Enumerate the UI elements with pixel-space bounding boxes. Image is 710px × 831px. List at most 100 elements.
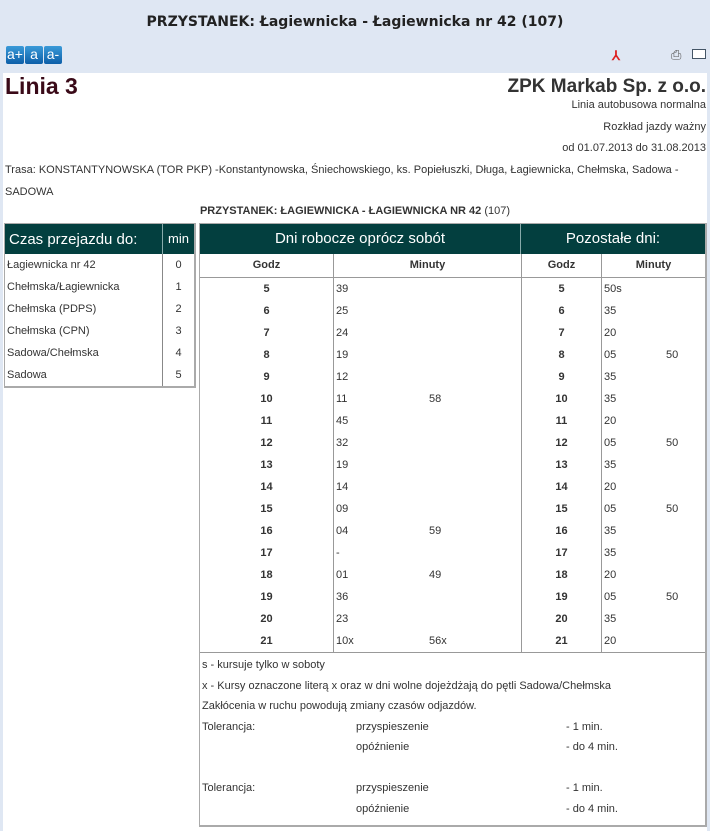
font-size-controls: a+ a a- xyxy=(6,46,62,64)
weekday-hour: 8 xyxy=(263,349,270,361)
departure-minute: 25 xyxy=(336,305,349,317)
weekday-minutes: 04 59 xyxy=(333,520,521,542)
timetable-row: 13 19 13 35 xyxy=(200,454,705,476)
timetable-row: 21 10x 56x 21 20 xyxy=(200,630,705,652)
travel-row: Chełmska (PDPS) 2 xyxy=(5,298,194,320)
departure-minute: 20 xyxy=(604,569,617,581)
departure-minute: 35 xyxy=(604,547,617,559)
tolerance-row: opóźnienie - do 4 min. xyxy=(202,737,703,758)
weekday-minutes: 25 xyxy=(333,300,521,322)
timetable: Dni robocze oprócz sobót Pozostałe dni: G… xyxy=(199,223,707,827)
departure-minute: 58 xyxy=(429,393,442,405)
route-text: Trasa: KONSTANTYNOWSKA (TOR PKP) -Konsta… xyxy=(5,164,679,198)
tolerance-cell: Tolerancja: xyxy=(202,782,256,794)
weekday-hour: 15 xyxy=(260,503,273,515)
departure-minute: 09 xyxy=(336,503,349,515)
tolerance-row xyxy=(202,758,703,779)
font-normal-button[interactable]: a xyxy=(25,46,43,64)
departure-minute: 20 xyxy=(604,635,617,647)
tolerance-row: Tolerancja: przyspieszenie - 1 min. xyxy=(202,717,703,738)
departure-minute: 35 xyxy=(604,613,617,625)
timetable-row: 8 19 8 05 50 xyxy=(200,344,705,366)
min-header: min xyxy=(162,224,194,254)
weekday-minutes: 19 xyxy=(333,344,521,366)
hour-col-header: Godz xyxy=(521,254,601,277)
notes: s - kursuje tylko w soboty x - Kursy ozn… xyxy=(200,652,705,821)
weekday-minutes: 09 xyxy=(333,498,521,520)
weekday-minutes: 19 xyxy=(333,454,521,476)
other-minutes: 05 50 xyxy=(601,498,705,520)
timetable-row: 17-17 35 xyxy=(200,542,705,564)
departure-minute: 59 xyxy=(429,525,442,537)
minutes-col-header: Minuty xyxy=(601,254,705,277)
tolerance-cell xyxy=(202,799,356,820)
weekday-hour: 11 xyxy=(260,415,273,427)
departure-minute: 50 xyxy=(666,503,679,515)
print-icon[interactable]: ⎙ xyxy=(671,47,682,62)
stop-name: Sadowa xyxy=(7,369,47,381)
departure-minute: 45 xyxy=(336,415,349,427)
weekday-minutes: 45 xyxy=(333,410,521,432)
weekday-minutes: 14 xyxy=(333,476,521,498)
departure-minute: 19 xyxy=(336,349,349,361)
other-minutes: 05 50 xyxy=(601,344,705,366)
departure-minute: 49 xyxy=(429,569,442,581)
departure-minute: 35 xyxy=(604,525,617,537)
departure-minute: 32 xyxy=(336,437,349,449)
departure-minute: 50s xyxy=(604,283,622,295)
page-title: PRZYSTANEK: Łagiewnicka - Łagiewnicka nr… xyxy=(146,14,564,30)
travel-minutes: 0 xyxy=(162,254,194,276)
travel-row: Sadowa/Chełmska 4 xyxy=(5,342,194,364)
tolerance-cell: - do 4 min. xyxy=(566,802,618,815)
departure-minute: 35 xyxy=(604,305,617,317)
weekday-minutes: 01 49 xyxy=(333,564,521,586)
timetable-row: 14 14 14 20 xyxy=(200,476,705,498)
other-minutes: 20 xyxy=(601,322,705,344)
departure-minute: 05 xyxy=(604,437,617,449)
travel-row: Chełmska/Łagiewnicka 1 xyxy=(5,276,194,298)
tolerance-cell: opóźnienie xyxy=(356,741,410,753)
departure-minute: 50 xyxy=(666,349,679,361)
weekday-hour: 10 xyxy=(260,393,273,405)
line-name: Linia 3 xyxy=(5,73,78,99)
stop-name: PRZYSTANEK: ŁAGIEWNICKA - ŁAGIEWNICKA NR… xyxy=(199,205,482,217)
weekday-hour: 19 xyxy=(260,591,273,603)
note: Zakłócenia w ruchu powodują zmiany czasó… xyxy=(202,700,477,712)
departure-minute: 24 xyxy=(336,327,349,339)
other-minutes: 50s xyxy=(601,278,705,300)
timetable-row: 10 11 58 10 35 xyxy=(200,388,705,410)
other-hour: 12 xyxy=(521,432,601,454)
other-minutes: 35 xyxy=(601,388,705,410)
weekday-hour: 6 xyxy=(263,305,270,317)
valid-label: Rozkład jazdy ważny xyxy=(603,121,706,133)
other-hour: 7 xyxy=(521,322,601,344)
travel-minutes: 4 xyxy=(162,342,194,364)
other-hour: 20 xyxy=(521,608,601,630)
departure-minute: 04 xyxy=(336,525,349,537)
travel-time-table: Czas przejazdu do: min Łagiewnicka nr 42 0… xyxy=(4,223,196,388)
departure-minute: 05 xyxy=(604,349,617,361)
timetable-row: 12 32 12 05 50 xyxy=(200,432,705,454)
tolerance-cell: przyspieszenie xyxy=(356,782,429,794)
stop-name: Chełmska (PDPS) xyxy=(7,303,97,315)
stop-code: (107) xyxy=(484,205,511,217)
tolerance-row: opóźnienie - do 4 min. xyxy=(202,799,703,820)
weekday-hour: 13 xyxy=(260,459,273,471)
departure-minute: 14 xyxy=(336,481,349,493)
departure-minute: 35 xyxy=(604,371,617,383)
email-icon[interactable] xyxy=(692,49,706,59)
weekday-minutes: - xyxy=(333,542,521,564)
travel-row: Sadowa 5 xyxy=(5,364,194,386)
departure-minute: 56x xyxy=(429,635,447,647)
hour-col-header: Godz xyxy=(252,259,281,271)
tolerance-cell: - do 4 min. xyxy=(566,741,618,753)
pdf-icon[interactable]: ⅄ xyxy=(612,48,620,63)
other-hour: 17 xyxy=(521,542,601,564)
travel-header: Czas przejazdu do: xyxy=(9,230,138,248)
font-decrease-button[interactable]: a- xyxy=(44,46,62,64)
stop-heading: PRZYSTANEK: ŁAGIEWNICKA - ŁAGIEWNICKA NR… xyxy=(0,205,710,217)
departure-minute: 36 xyxy=(336,591,349,603)
font-increase-button[interactable]: a+ xyxy=(6,46,24,64)
tolerance-cell: opóźnienie xyxy=(356,802,410,815)
other-minutes: 05 50 xyxy=(601,432,705,454)
